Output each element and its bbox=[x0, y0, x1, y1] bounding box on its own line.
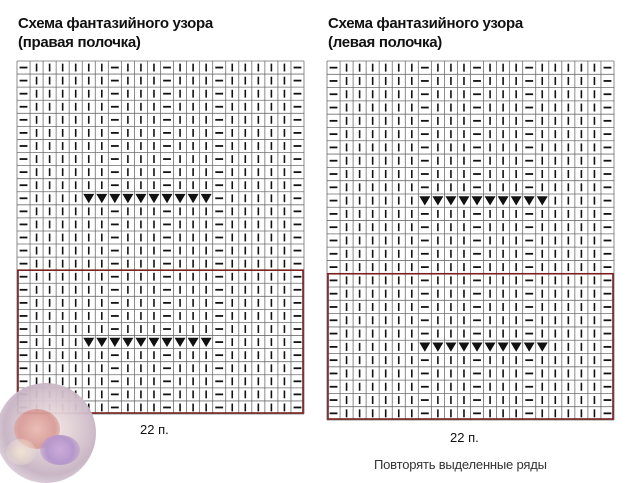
decrease-symbol bbox=[445, 196, 457, 206]
decrease-symbol bbox=[83, 193, 95, 204]
decrease-symbol bbox=[445, 342, 457, 352]
repeat-rows-note: Повторять выделенные ряды bbox=[374, 457, 547, 472]
decrease-symbol bbox=[458, 196, 470, 206]
decrease-symbol bbox=[419, 196, 431, 206]
decrease-symbol bbox=[135, 337, 147, 348]
decrease-symbol bbox=[174, 193, 186, 204]
decrease-symbol bbox=[200, 193, 212, 204]
decrease-symbol bbox=[187, 337, 199, 348]
decrease-symbol bbox=[484, 342, 496, 352]
decrease-symbol bbox=[536, 196, 548, 206]
decrease-symbol bbox=[497, 196, 509, 206]
chart-right-title: Схема фантазийного узора (правая полочка… bbox=[18, 14, 213, 52]
chart-left-title-line2: (левая полочка) bbox=[328, 34, 442, 51]
decrease-symbol bbox=[109, 337, 121, 348]
chart-left-stitch-count: 22 п. bbox=[450, 430, 479, 445]
chart-left-title-line1: Схема фантазийного узора bbox=[328, 15, 523, 32]
decrease-symbol bbox=[161, 193, 173, 204]
decrease-symbol bbox=[122, 337, 134, 348]
chart-right-stitch-count: 22 п. bbox=[140, 422, 169, 437]
decrease-symbol bbox=[419, 342, 431, 352]
decrease-symbol bbox=[96, 337, 108, 348]
chart-right-title-line2: (правая полочка) bbox=[18, 34, 141, 51]
decrease-symbol bbox=[148, 337, 160, 348]
decrease-symbol bbox=[510, 196, 522, 206]
decrease-symbol bbox=[122, 193, 134, 204]
decrease-symbol bbox=[96, 193, 108, 204]
decrease-symbol bbox=[187, 193, 199, 204]
decrease-symbol bbox=[523, 196, 535, 206]
decrease-symbol bbox=[200, 337, 212, 348]
repeat-rows-frame bbox=[17, 269, 304, 414]
decrease-symbol bbox=[471, 196, 483, 206]
pattern-chart-left bbox=[326, 60, 615, 421]
decrease-symbol bbox=[536, 342, 548, 352]
decrease-symbol bbox=[148, 193, 160, 204]
chart-right-title-line1: Схема фантазийного узора bbox=[18, 15, 213, 32]
chart-left-title: Схема фантазийного узора (левая полочка) bbox=[328, 14, 523, 52]
decrease-symbol bbox=[161, 337, 173, 348]
decrease-symbol bbox=[174, 337, 186, 348]
decrease-symbol bbox=[497, 342, 509, 352]
decrease-symbol bbox=[484, 196, 496, 206]
decrease-symbol bbox=[523, 342, 535, 352]
decrease-symbol bbox=[458, 342, 470, 352]
decrease-symbol bbox=[83, 337, 95, 348]
decrease-symbol bbox=[109, 193, 121, 204]
decrease-symbol bbox=[510, 342, 522, 352]
repeat-rows-frame bbox=[327, 272, 614, 420]
decrease-symbol bbox=[432, 196, 444, 206]
pattern-chart-right bbox=[16, 60, 305, 415]
decrease-symbol bbox=[432, 342, 444, 352]
decrease-symbol bbox=[135, 193, 147, 204]
yarn-photo-thumbnail bbox=[0, 383, 96, 483]
decrease-symbol bbox=[471, 342, 483, 352]
